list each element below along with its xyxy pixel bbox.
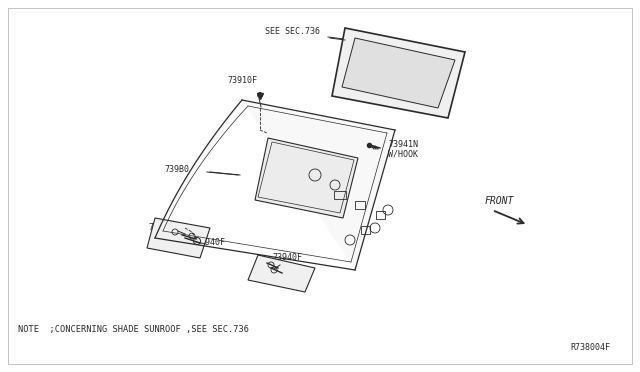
Polygon shape	[255, 138, 358, 218]
Text: 73910F: 73910F	[227, 76, 257, 85]
Bar	[360, 226, 369, 234]
Text: 73940F: 73940F	[195, 238, 225, 247]
Text: 739B0: 739B0	[164, 165, 189, 174]
Polygon shape	[155, 100, 395, 270]
Bar	[376, 211, 385, 219]
Text: 73940F: 73940F	[272, 253, 302, 262]
Polygon shape	[332, 28, 465, 118]
Polygon shape	[147, 218, 210, 258]
Text: FRONT: FRONT	[485, 196, 515, 206]
Polygon shape	[248, 255, 315, 292]
Bar	[355, 201, 365, 209]
Circle shape	[257, 93, 262, 97]
Polygon shape	[342, 38, 455, 108]
Text: R738004F: R738004F	[570, 343, 610, 352]
Text: W/HOOK: W/HOOK	[388, 149, 418, 158]
Text: NOTE  ;CONCERNING SHADE SUNROOF ,SEE SEC.736: NOTE ;CONCERNING SHADE SUNROOF ,SEE SEC.…	[18, 325, 249, 334]
Text: 73940M: 73940M	[264, 268, 294, 277]
Text: W/O HOOK: W/O HOOK	[264, 277, 304, 286]
Text: SEE SEC.736: SEE SEC.736	[265, 27, 320, 36]
Bar	[334, 191, 346, 199]
Text: 73940M: 73940M	[148, 223, 178, 232]
Text: 73941N: 73941N	[388, 140, 418, 149]
